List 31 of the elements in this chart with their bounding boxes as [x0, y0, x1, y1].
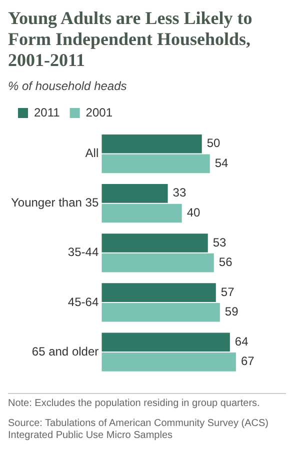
- text: Note: Excludes the population residing in group quarters.: [8, 398, 261, 410]
- y-tick-label: Younger than 35: [11, 196, 99, 210]
- source-note: Source: Tabulations of American Community Survey (ACS) Integrated Public Use Micro Samples: [8, 418, 270, 442]
- bar: [102, 204, 182, 223]
- data-label: 50: [206, 136, 221, 150]
- data-label: 53: [212, 235, 227, 250]
- bar: [102, 283, 216, 302]
- y-tick-label: 35-44: [68, 245, 99, 260]
- data-label: 54: [214, 156, 229, 170]
- data-label: 33: [172, 186, 186, 200]
- y-tick-label: 45-64: [68, 294, 99, 309]
- data-label: 40: [186, 206, 200, 220]
- data-label: 67: [240, 354, 255, 368]
- y-tick-label: 65 and older: [32, 344, 99, 358]
- y-tick-label: All: [85, 146, 99, 160]
- bar: [102, 332, 230, 352]
- data-label: 59: [224, 304, 239, 319]
- data-label: 56: [218, 255, 233, 270]
- bar: [102, 154, 210, 174]
- data-label: 57: [220, 284, 235, 299]
- legend-label: 2001: [86, 105, 113, 120]
- bar: [102, 253, 214, 272]
- chart-subtitle: % of household heads: [8, 79, 128, 93]
- bar: [102, 352, 236, 372]
- data-label: 64: [234, 334, 249, 348]
- bar: [102, 134, 202, 154]
- legend-label: 2011: [34, 105, 60, 120]
- bar: [102, 234, 208, 252]
- bar: [102, 302, 220, 322]
- chart-title: Young Adults are Less Likely to Form Independent Households, 2001-2011: [8, 8, 254, 71]
- bar: [102, 184, 168, 203]
